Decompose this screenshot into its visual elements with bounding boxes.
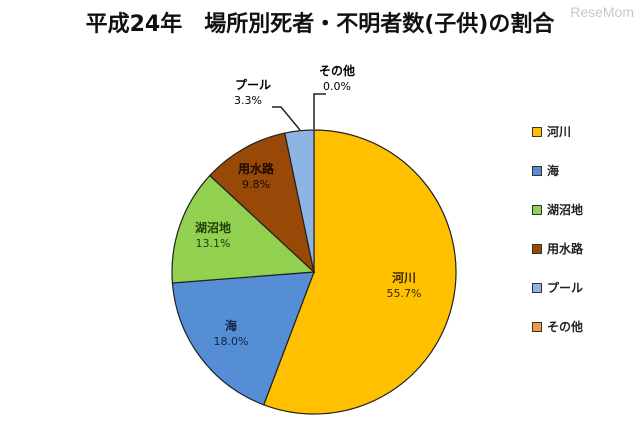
legend-item-other: その他 — [532, 307, 583, 346]
slice-value: 18.0% — [213, 335, 249, 348]
watermark-logo: ReseMom — [570, 4, 634, 20]
leader-line-other — [313, 93, 326, 129]
legend-swatch-icon — [532, 165, 542, 176]
legend-label: 用水路 — [547, 242, 584, 256]
pie-slice — [171, 271, 315, 406]
legend-item-river: 河川 — [532, 112, 583, 151]
legend-label: その他 — [547, 320, 584, 334]
slice-label-other: その他 0.0% — [319, 63, 355, 95]
legend-swatch-icon — [532, 126, 542, 137]
chart-title: 平成24年 場所別死者・不明者数(子供)の割合 — [85, 12, 555, 37]
slice-name: 河川 — [391, 271, 417, 285]
slice-name: 用水路 — [237, 162, 275, 176]
legend-swatch-icon — [532, 321, 542, 332]
legend-label: 海 — [547, 164, 560, 178]
slice-name: 海 — [224, 319, 238, 333]
legend-label: 湖沼地 — [547, 203, 584, 217]
slice-value: 3.3% — [234, 94, 262, 107]
chart-legend: 河川 海 湖沼地 用水路 プール その他 — [532, 112, 583, 346]
slice-name: その他 — [318, 64, 356, 78]
slice-name: 湖沼地 — [194, 221, 232, 235]
slice-name: プール — [234, 78, 272, 92]
slice-label-pool: プール 3.3% — [234, 77, 272, 109]
slice-value: 0.0% — [323, 80, 351, 93]
pie-slice — [284, 129, 315, 273]
slice-label-sea: 海 18.0% — [214, 318, 249, 350]
slice-label-river: 河川 55.7% — [387, 270, 422, 302]
legend-label: プール — [547, 281, 584, 295]
pie-slice — [262, 129, 457, 415]
legend-swatch-icon — [532, 204, 542, 215]
pie-slice — [171, 174, 316, 284]
slice-label-lake: 湖沼地 13.1% — [195, 220, 231, 252]
legend-item-pool: プール — [532, 268, 583, 307]
leader-line-pool — [272, 106, 301, 131]
legend-item-canal: 用水路 — [532, 229, 583, 268]
legend-swatch-icon — [532, 282, 542, 293]
slice-value: 13.1% — [195, 237, 231, 250]
slice-label-canal: 用水路 9.8% — [238, 161, 274, 193]
pie-slice — [208, 132, 315, 274]
legend-item-sea: 海 — [532, 151, 583, 190]
legend-swatch-icon — [532, 243, 542, 254]
slice-value: 55.7% — [386, 287, 422, 300]
legend-label: 河川 — [547, 125, 572, 139]
legend-item-lake: 湖沼地 — [532, 190, 583, 229]
slice-value: 9.8% — [242, 178, 270, 191]
